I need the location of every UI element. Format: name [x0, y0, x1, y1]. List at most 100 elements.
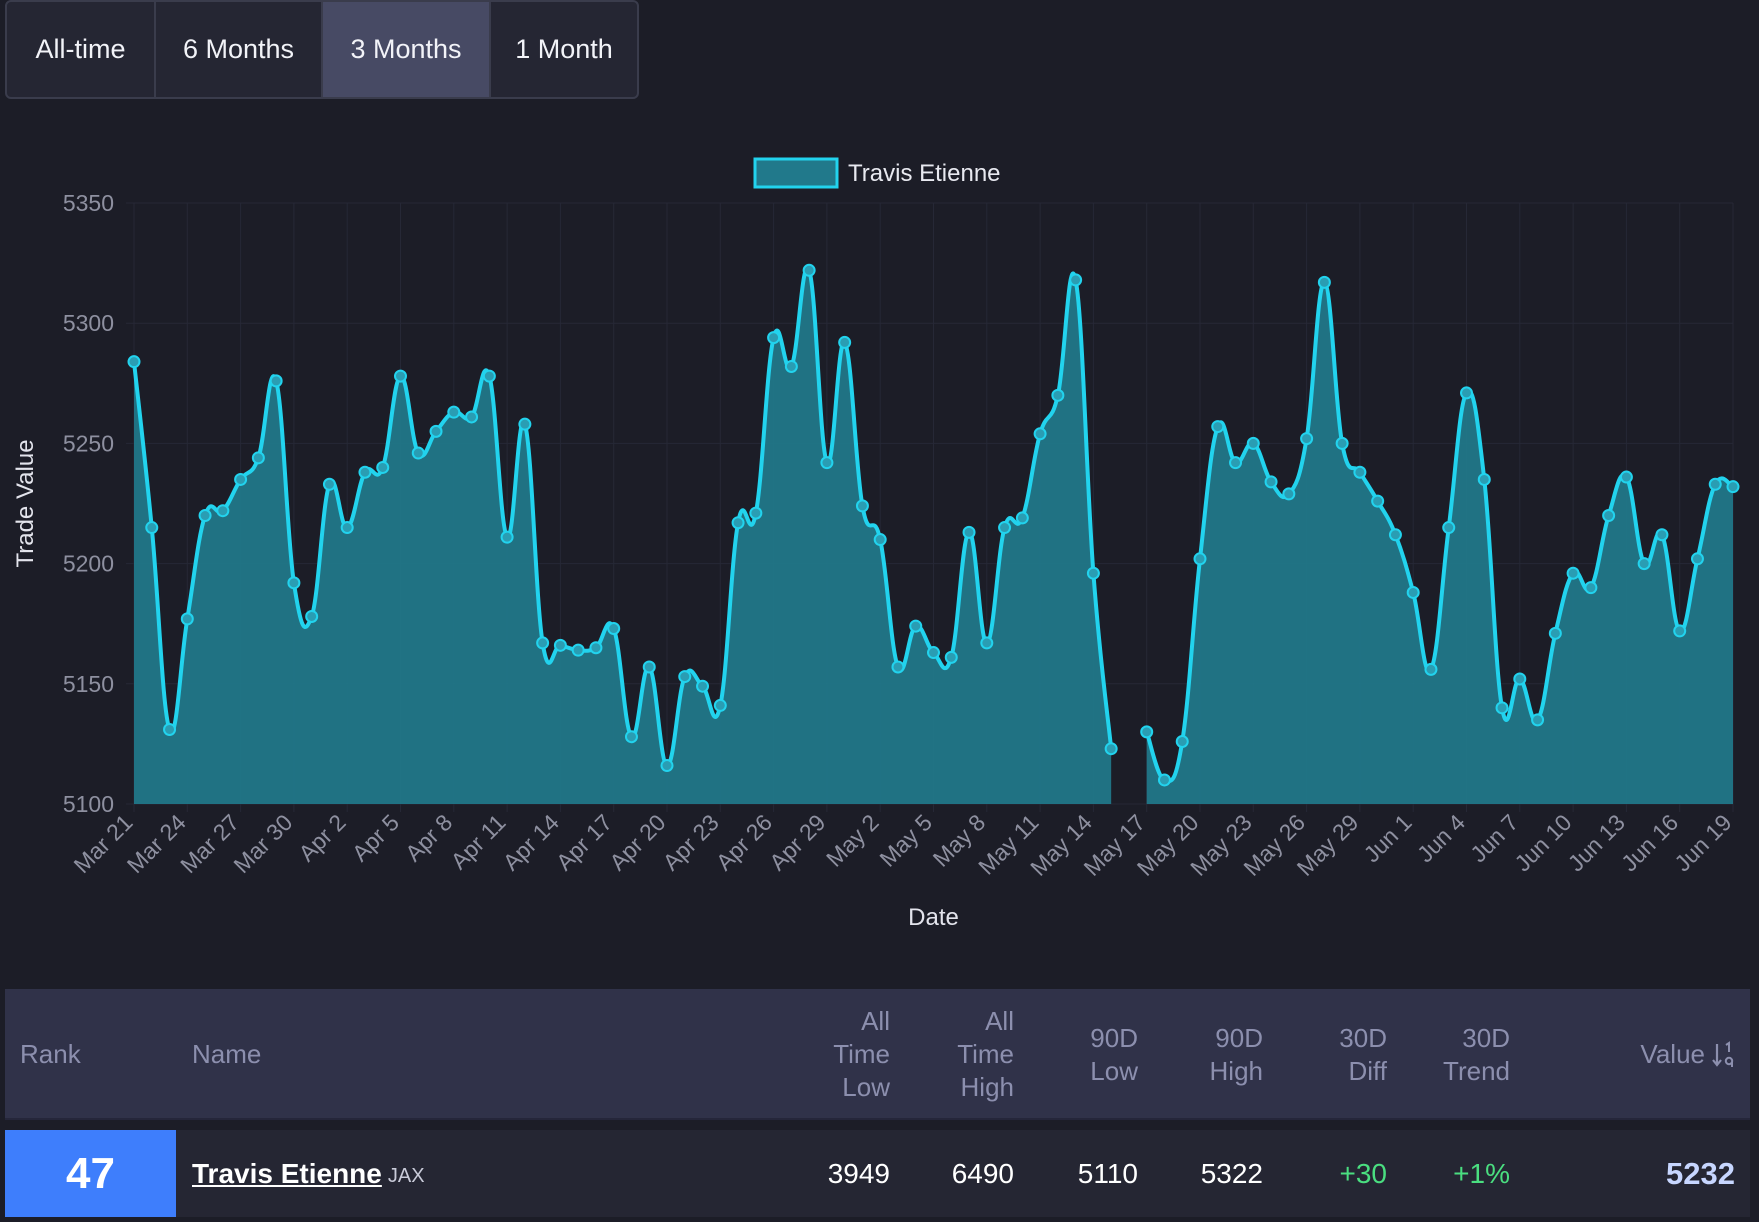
tab-all-time[interactable]: All-time: [7, 2, 156, 97]
legend-swatch: [753, 157, 839, 189]
data-point: [536, 636, 550, 650]
data-point: [429, 424, 443, 438]
data-point: [1015, 511, 1029, 525]
tab-3-months[interactable]: 3 Months: [323, 2, 491, 97]
table-row: 47 Travis Etienne JAX 3949 6490 5110 532…: [5, 1130, 1750, 1217]
data-point: [802, 263, 816, 277]
data-point: [678, 670, 692, 684]
data-point: [731, 516, 745, 530]
data-point: [305, 609, 319, 623]
team-abbr: JAX: [387, 1165, 425, 1187]
data-point: [411, 446, 425, 460]
data-point: [518, 417, 532, 431]
data-point: [1477, 472, 1491, 486]
data-point: [1086, 566, 1100, 580]
data-point: [607, 622, 621, 636]
header-90d-high[interactable]: 90D High: [1209, 1023, 1263, 1086]
x-tick-label: Mar 27: [175, 809, 244, 878]
x-tick-label: May 5: [874, 809, 937, 872]
x-axis-title: Date: [908, 904, 959, 931]
header-30d-diff[interactable]: 30D Diff: [1339, 1023, 1387, 1086]
data-point: [1655, 528, 1669, 542]
x-tick-label: Mar 21: [69, 809, 138, 878]
data-point: [1353, 465, 1367, 479]
data-point: [962, 525, 976, 539]
data-point: [1726, 480, 1740, 494]
y-tick-label: 5100: [63, 791, 114, 817]
header-30d-trend[interactable]: 30D Trend: [1443, 1023, 1510, 1086]
data-point: [1424, 662, 1438, 676]
x-tick-label: Jun 16: [1616, 809, 1683, 876]
x-tick-label: Apr 14: [498, 809, 564, 875]
data-point: [820, 456, 834, 470]
data-point: [1460, 386, 1473, 400]
data-point: [1193, 552, 1207, 566]
x-tick-label: Apr 23: [658, 809, 724, 875]
data-point: [1211, 420, 1225, 434]
data-point: [482, 369, 496, 383]
data-point: [1442, 521, 1456, 535]
data-point: [838, 335, 852, 349]
header-all-time-high[interactable]: All Time High: [957, 1006, 1014, 1102]
data-point: [465, 410, 479, 424]
header-value[interactable]: Value: [1585, 1038, 1735, 1071]
data-point: [1513, 672, 1527, 686]
data-point: [216, 504, 230, 518]
player-name-link[interactable]: Travis Etienne: [192, 1157, 382, 1189]
data-point: [340, 521, 354, 535]
y-tick-label: 5250: [63, 430, 114, 456]
data-point: [269, 374, 283, 388]
data-point: [1104, 742, 1118, 756]
data-point: [1619, 470, 1633, 484]
data-point: [855, 499, 869, 513]
header-name[interactable]: Name: [192, 1039, 262, 1069]
y-axis-title: Trade Value: [12, 439, 39, 567]
data-point: [447, 405, 461, 419]
time-range-selector: All-time 6 Months 3 Months 1 Month: [5, 0, 639, 99]
data-point: [998, 521, 1012, 535]
data-point: [1371, 494, 1385, 508]
header-90d-low[interactable]: 90D Low: [1090, 1023, 1138, 1086]
series-travis-etienne: [127, 263, 1740, 805]
data-point: [624, 730, 638, 744]
data-point: [749, 506, 763, 520]
tab-6-months[interactable]: 6 Months: [156, 2, 323, 97]
x-tick-label: Jun 10: [1509, 809, 1576, 876]
data-point: [1690, 552, 1704, 566]
cell-30d-trend: +1%: [1453, 1157, 1510, 1189]
data-point: [322, 477, 336, 491]
data-point: [1317, 275, 1331, 289]
data-point: [1069, 273, 1083, 287]
data-point: [1246, 436, 1260, 450]
series-area: [1146, 282, 1733, 804]
data-point: [1335, 436, 1349, 450]
header-all-time-low[interactable]: All Time Low: [833, 1006, 890, 1102]
header-rank[interactable]: Rank: [20, 1039, 81, 1069]
data-point: [1140, 725, 1154, 739]
data-point: [358, 465, 372, 479]
data-point: [927, 646, 940, 660]
legend-label: Travis Etienne: [848, 160, 1001, 187]
data-point: [1157, 773, 1171, 787]
data-point: [163, 722, 177, 736]
data-point: [1388, 528, 1402, 542]
data-point: [1175, 734, 1189, 748]
data-point: [1282, 487, 1296, 501]
data-point: [1229, 456, 1243, 470]
y-tick-label: 5150: [63, 671, 114, 697]
data-point: [1406, 585, 1420, 599]
x-tick-label: Apr 5: [347, 809, 404, 866]
data-point: [145, 521, 159, 535]
data-point: [553, 638, 567, 652]
data-point: [1637, 557, 1651, 571]
data-point: [180, 612, 194, 626]
cell-value: 5232: [1666, 1155, 1735, 1191]
sort-descending-icon[interactable]: [1711, 1040, 1735, 1069]
data-point: [287, 576, 301, 590]
data-point: [500, 530, 514, 544]
data-point: [394, 369, 407, 383]
data-point: [713, 698, 727, 712]
tab-1-month[interactable]: 1 Month: [515, 34, 613, 64]
data-point: [1531, 713, 1545, 727]
